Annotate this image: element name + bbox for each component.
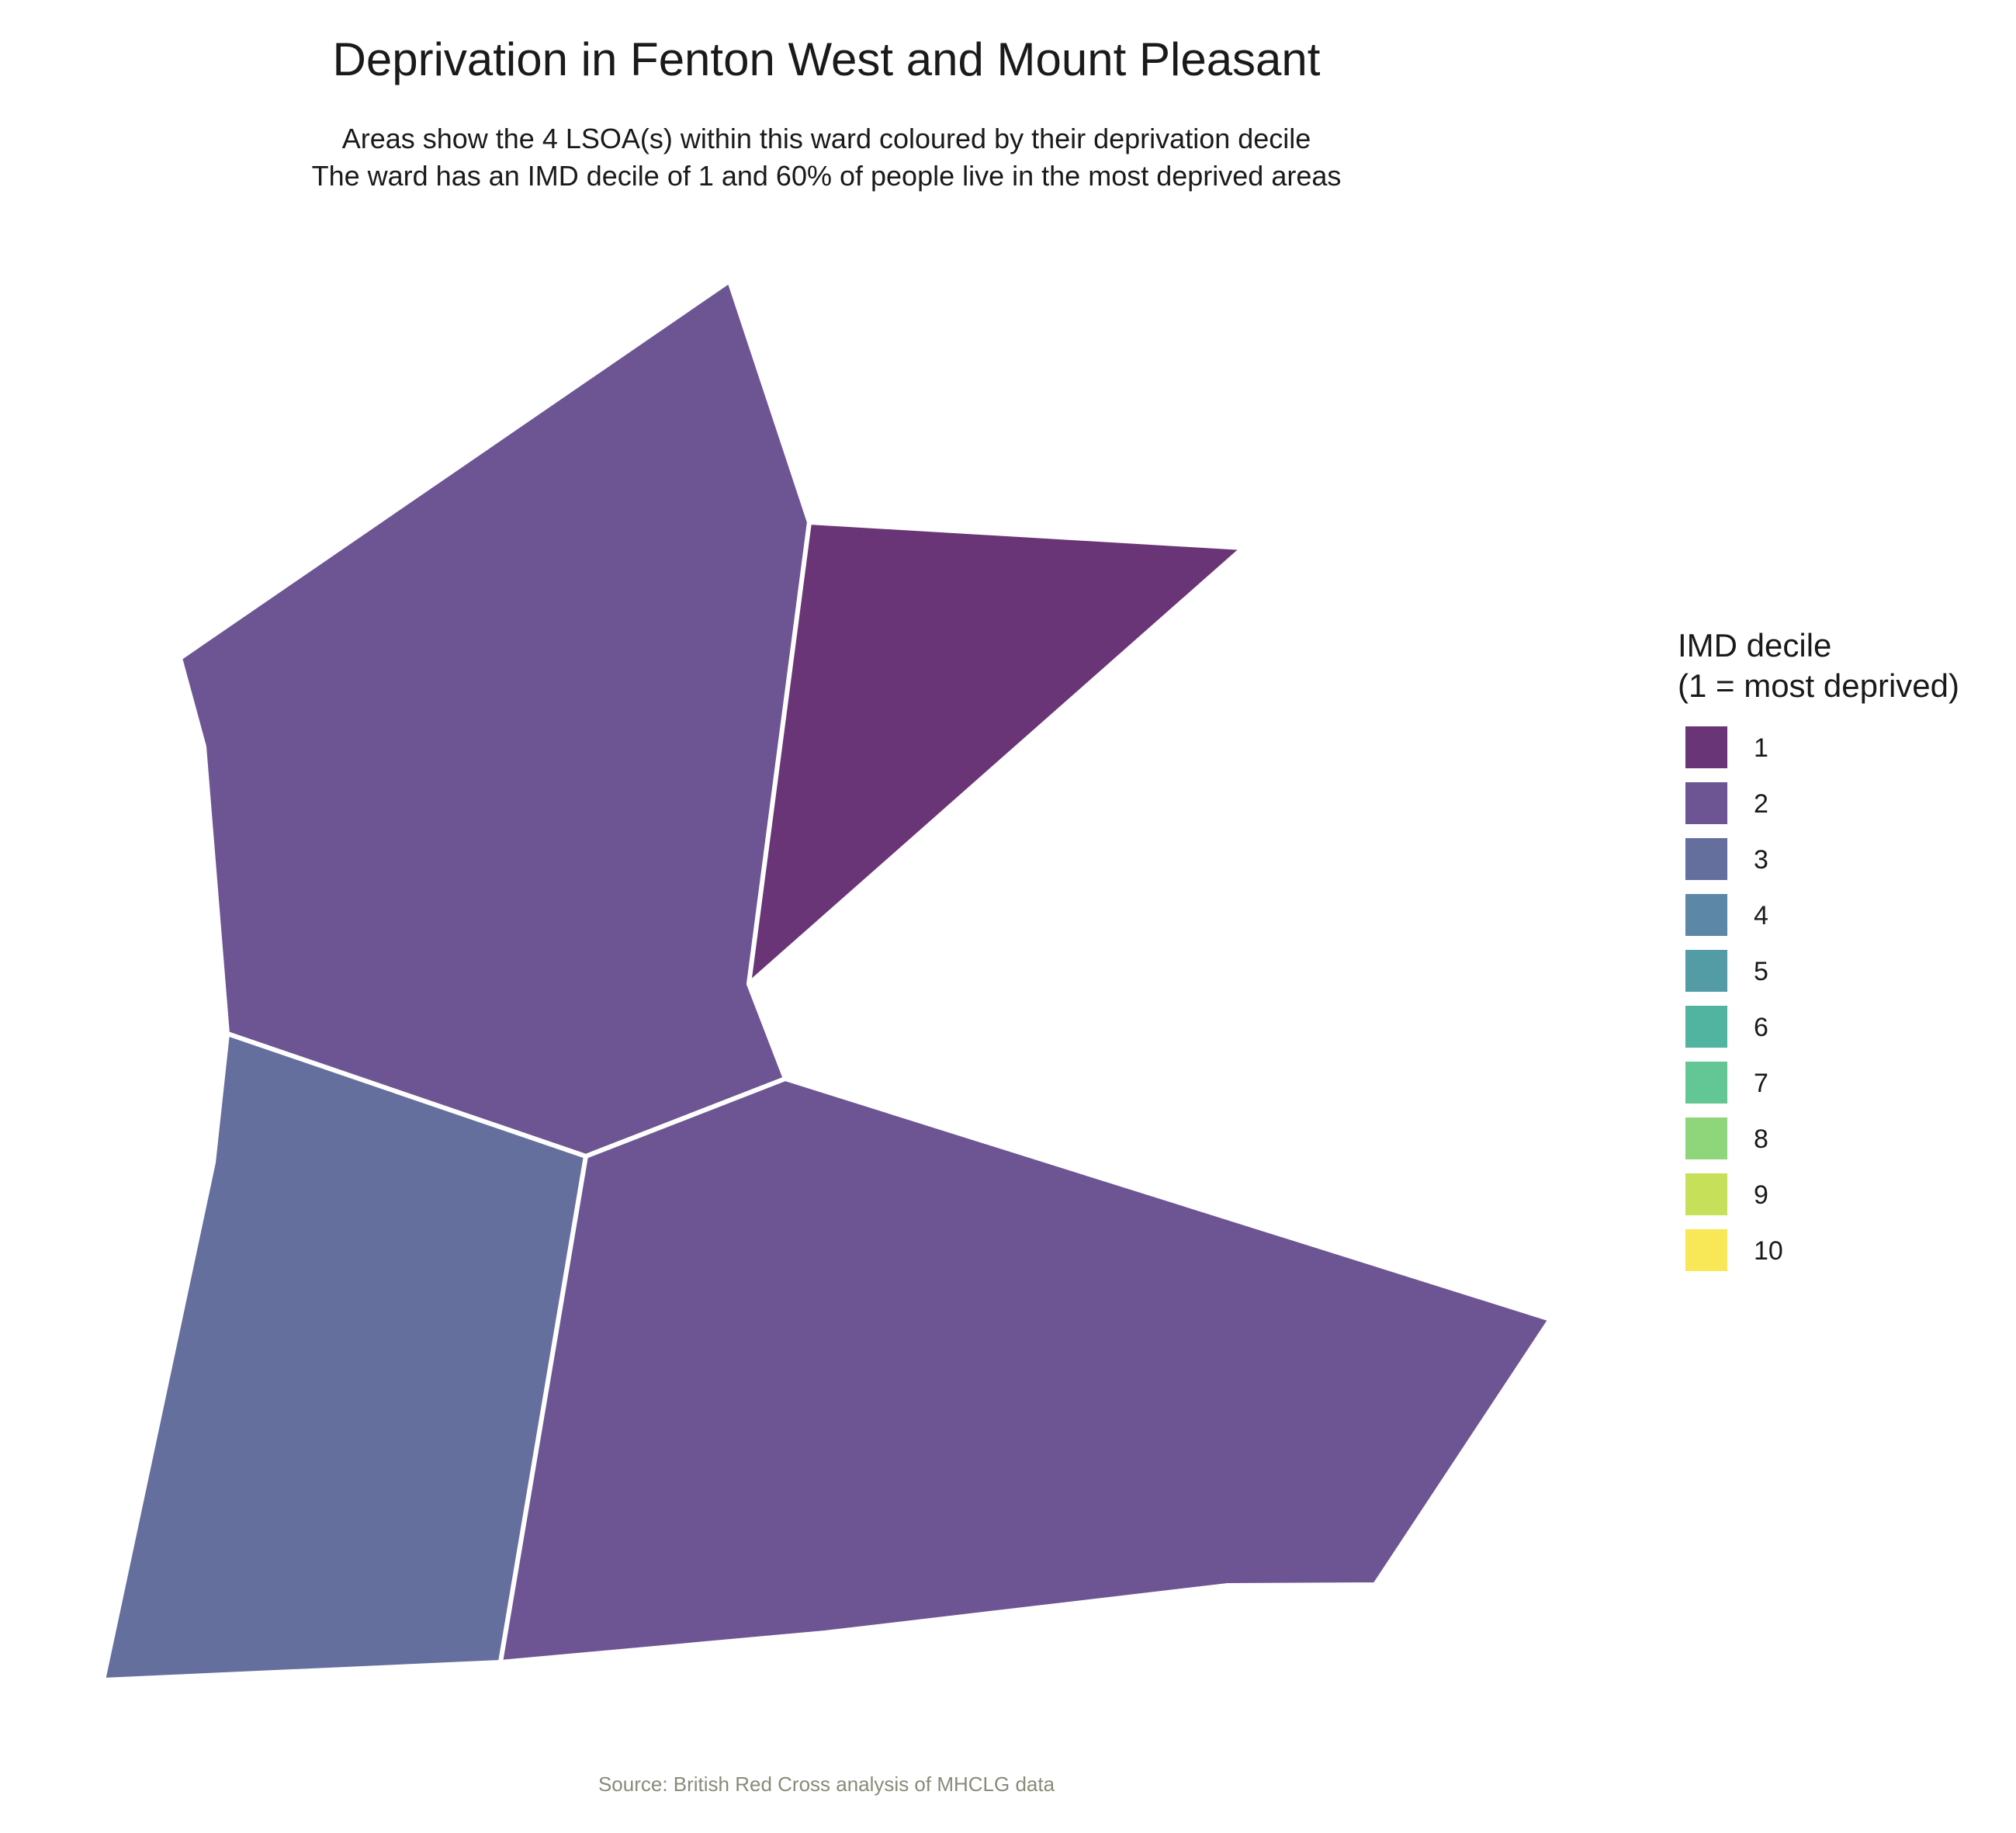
- chart-subtitle-line-2: The ward has an IMD decile of 1 and 60% …: [311, 160, 1342, 192]
- legend-swatch: [1685, 1117, 1727, 1159]
- legend-item: 8: [1678, 1117, 2004, 1173]
- legend-item: 4: [1678, 894, 2004, 950]
- legend-label: 5: [1754, 957, 1768, 986]
- legend-swatch: [1685, 894, 1727, 936]
- legend-item: 9: [1678, 1173, 2004, 1229]
- legend-label: 8: [1754, 1124, 1768, 1154]
- lsoa-area-north-east[interactable]: [746, 520, 1245, 986]
- legend: IMD decile (1 = most deprived) 1 2 3 4 5…: [1678, 625, 2004, 1285]
- legend-label: 9: [1754, 1180, 1768, 1210]
- chart-title: Deprivation in Fenton West and Mount Ple…: [332, 33, 1321, 85]
- legend-swatch: [1685, 1006, 1727, 1048]
- chart-subtitle-line-1: Areas show the 4 LSOA(s) within this war…: [341, 123, 1311, 154]
- lsoa-area-north-west[interactable]: [178, 279, 812, 1159]
- legend-swatch: [1685, 950, 1727, 992]
- legend-item: 5: [1678, 950, 2004, 1006]
- legend-title-line-1: IMD decile: [1678, 627, 1832, 664]
- legend-label: 6: [1754, 1013, 1768, 1042]
- lsoa-area-south-west[interactable]: [101, 1031, 588, 1682]
- legend-label: 2: [1754, 789, 1768, 819]
- legend-label: 7: [1754, 1069, 1768, 1098]
- legend-label: 4: [1754, 901, 1768, 930]
- legend-swatch: [1685, 1173, 1727, 1215]
- legend-item: 7: [1678, 1062, 2004, 1117]
- legend-swatch: [1685, 782, 1727, 824]
- lsoa-area-south-east[interactable]: [498, 1076, 1553, 1665]
- legend-swatch: [1685, 838, 1727, 880]
- source-caption: Source: British Red Cross analysis of MH…: [598, 1772, 1055, 1796]
- legend-label: 3: [1754, 845, 1768, 875]
- legend-item: 10: [1678, 1229, 2004, 1285]
- legend-items: 1 2 3 4 5 6 7 8 9 10: [1678, 726, 2004, 1285]
- legend-label: 10: [1754, 1236, 1783, 1266]
- ward-map: [101, 279, 1553, 1682]
- legend-title-line-2: (1 = most deprived): [1678, 667, 1959, 704]
- legend-item: 3: [1678, 838, 2004, 894]
- legend-label: 1: [1754, 733, 1768, 763]
- legend-swatch: [1685, 726, 1727, 768]
- legend-item: 1: [1678, 726, 2004, 782]
- legend-item: 2: [1678, 782, 2004, 838]
- legend-title: IMD decile (1 = most deprived): [1678, 625, 2004, 706]
- legend-swatch: [1685, 1229, 1727, 1271]
- legend-swatch: [1685, 1062, 1727, 1104]
- legend-item: 6: [1678, 1006, 2004, 1062]
